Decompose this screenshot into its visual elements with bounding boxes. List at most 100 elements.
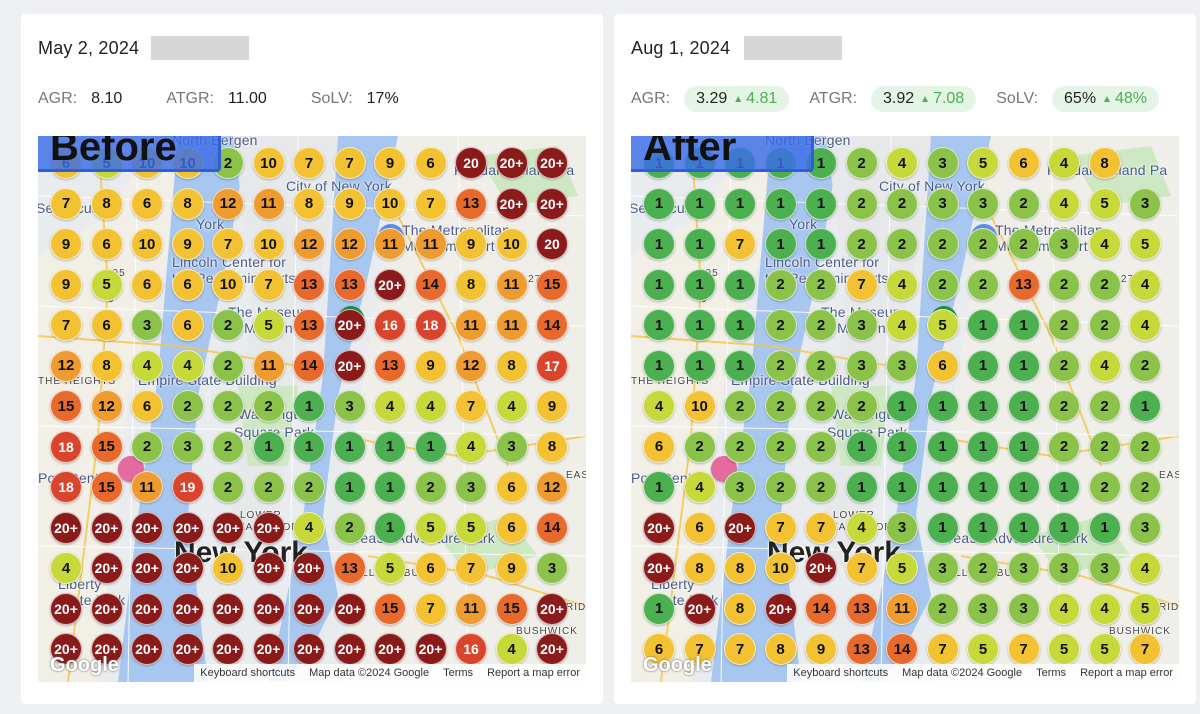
- rank-pin[interactable]: 20+: [293, 552, 325, 584]
- rank-pin[interactable]: 20+: [293, 592, 325, 625]
- rank-pin[interactable]: 20+: [536, 187, 568, 220]
- report-error-link[interactable]: Report a map error: [1080, 667, 1173, 679]
- rank-pin[interactable]: 15: [536, 268, 568, 301]
- rank-pin[interactable]: 8: [683, 552, 716, 584]
- rank-pin[interactable]: 6: [495, 511, 528, 544]
- rank-pin[interactable]: 3: [1048, 228, 1080, 260]
- rank-pin[interactable]: 20+: [131, 633, 163, 665]
- rank-pin[interactable]: 20+: [333, 633, 366, 665]
- rank-pin[interactable]: 5: [886, 552, 918, 584]
- rank-pin[interactable]: 3: [967, 592, 999, 625]
- rank-pin[interactable]: 2: [805, 471, 837, 503]
- rank-pin[interactable]: 1: [643, 592, 675, 625]
- rank-pin[interactable]: 12: [90, 390, 123, 422]
- rank-pin[interactable]: 1: [643, 349, 675, 382]
- rank-pin[interactable]: 4: [1129, 309, 1161, 341]
- rank-pin[interactable]: 2: [967, 268, 999, 301]
- rank-pin[interactable]: 1: [926, 430, 959, 463]
- rank-pin[interactable]: 1: [293, 390, 325, 422]
- rank-pin[interactable]: 8: [724, 552, 756, 584]
- rank-pin[interactable]: 6: [926, 349, 959, 382]
- rank-pin[interactable]: 20+: [724, 511, 756, 544]
- rank-pin[interactable]: 20+: [293, 633, 325, 665]
- rank-pin[interactable]: 1: [1007, 511, 1040, 544]
- rank-pin[interactable]: 3: [724, 471, 756, 503]
- rank-pin[interactable]: 7: [455, 390, 487, 422]
- rank-pin[interactable]: 2: [805, 309, 837, 341]
- rank-pin[interactable]: 15: [90, 471, 123, 503]
- rank-pin[interactable]: 1: [643, 309, 675, 341]
- rank-pin[interactable]: 1: [643, 471, 675, 503]
- rank-pin[interactable]: 3: [455, 471, 487, 503]
- rank-pin[interactable]: 1: [374, 430, 406, 463]
- rank-pin[interactable]: 1: [764, 228, 797, 260]
- rank-pin[interactable]: 13: [333, 268, 366, 301]
- rank-pin[interactable]: 10: [764, 552, 797, 584]
- rank-pin[interactable]: 6: [171, 268, 204, 301]
- rank-pin[interactable]: 7: [683, 633, 716, 665]
- rank-pin[interactable]: 13: [845, 633, 878, 665]
- rank-pin[interactable]: 20+: [252, 592, 285, 625]
- rank-pin[interactable]: 20+: [414, 633, 447, 665]
- rank-pin[interactable]: 20+: [212, 633, 244, 665]
- rank-pin[interactable]: 2: [967, 228, 999, 260]
- rank-pin[interactable]: 2: [805, 349, 837, 382]
- rank-pin[interactable]: 1: [724, 187, 756, 220]
- rank-pin[interactable]: 1: [886, 471, 918, 503]
- rank-pin[interactable]: 2: [1088, 309, 1121, 341]
- rank-pin[interactable]: 7: [724, 228, 756, 260]
- rank-pin[interactable]: 20+: [90, 552, 123, 584]
- rank-pin[interactable]: 12: [50, 349, 82, 382]
- rank-pin[interactable]: 5: [967, 633, 999, 665]
- rank-pin[interactable]: 2: [764, 390, 797, 422]
- rank-pin[interactable]: 13: [293, 268, 325, 301]
- rank-pin[interactable]: 4: [131, 349, 163, 382]
- rank-pin[interactable]: 2: [805, 430, 837, 463]
- rank-pin[interactable]: 2: [1048, 349, 1080, 382]
- rank-pin[interactable]: 1: [333, 471, 366, 503]
- rank-pin[interactable]: 20+: [131, 552, 163, 584]
- rank-pin[interactable]: 13: [374, 349, 406, 382]
- rank-pin[interactable]: 20+: [131, 592, 163, 625]
- rank-pin[interactable]: 3: [886, 511, 918, 544]
- keyboard-shortcuts-link[interactable]: Keyboard shortcuts: [793, 667, 889, 679]
- rank-pin[interactable]: 15: [90, 430, 123, 463]
- rank-pin[interactable]: 2: [845, 147, 878, 179]
- rank-pin[interactable]: 4: [886, 147, 918, 179]
- rank-pin[interactable]: 6: [414, 552, 447, 584]
- rank-pin[interactable]: 4: [455, 430, 487, 463]
- rank-pin[interactable]: 6: [414, 147, 447, 179]
- rank-pin[interactable]: 3: [1007, 592, 1040, 625]
- rank-pin[interactable]: 1: [967, 430, 999, 463]
- rank-pin[interactable]: 20+: [50, 633, 82, 665]
- rank-pin[interactable]: 10: [252, 228, 285, 260]
- terms-link[interactable]: Terms: [1036, 667, 1067, 679]
- rank-pin[interactable]: 20+: [333, 592, 366, 625]
- rank-pin[interactable]: 2: [252, 390, 285, 422]
- rank-pin[interactable]: 15: [495, 592, 528, 625]
- rank-pin[interactable]: 7: [414, 187, 447, 220]
- rank-pin[interactable]: 2: [683, 430, 716, 463]
- rank-pin[interactable]: 1: [1048, 471, 1080, 503]
- rank-pin[interactable]: 4: [1088, 228, 1121, 260]
- rank-pin[interactable]: 20+: [643, 552, 675, 584]
- rank-pin[interactable]: 4: [1048, 187, 1080, 220]
- rank-pin[interactable]: 20+: [683, 592, 716, 625]
- rank-pin[interactable]: 2: [1048, 390, 1080, 422]
- rank-pin[interactable]: 2: [1129, 471, 1161, 503]
- rank-pin[interactable]: 11: [495, 268, 528, 301]
- rank-pin[interactable]: 4: [1088, 592, 1121, 625]
- rank-pin[interactable]: 20+: [333, 309, 366, 341]
- rank-pin[interactable]: 2: [845, 187, 878, 220]
- rank-pin[interactable]: 7: [50, 309, 82, 341]
- rank-pin[interactable]: 3: [926, 147, 959, 179]
- rank-pin[interactable]: 2: [886, 228, 918, 260]
- rank-pin[interactable]: 3: [845, 309, 878, 341]
- rank-pin[interactable]: 2: [724, 430, 756, 463]
- rank-pin[interactable]: 11: [374, 228, 406, 260]
- rank-pin[interactable]: 9: [374, 147, 406, 179]
- rank-pin[interactable]: 17: [536, 349, 568, 382]
- rank-pin[interactable]: 20+: [374, 268, 406, 301]
- rank-pin[interactable]: 5: [414, 511, 447, 544]
- rank-pin[interactable]: 2: [1048, 309, 1080, 341]
